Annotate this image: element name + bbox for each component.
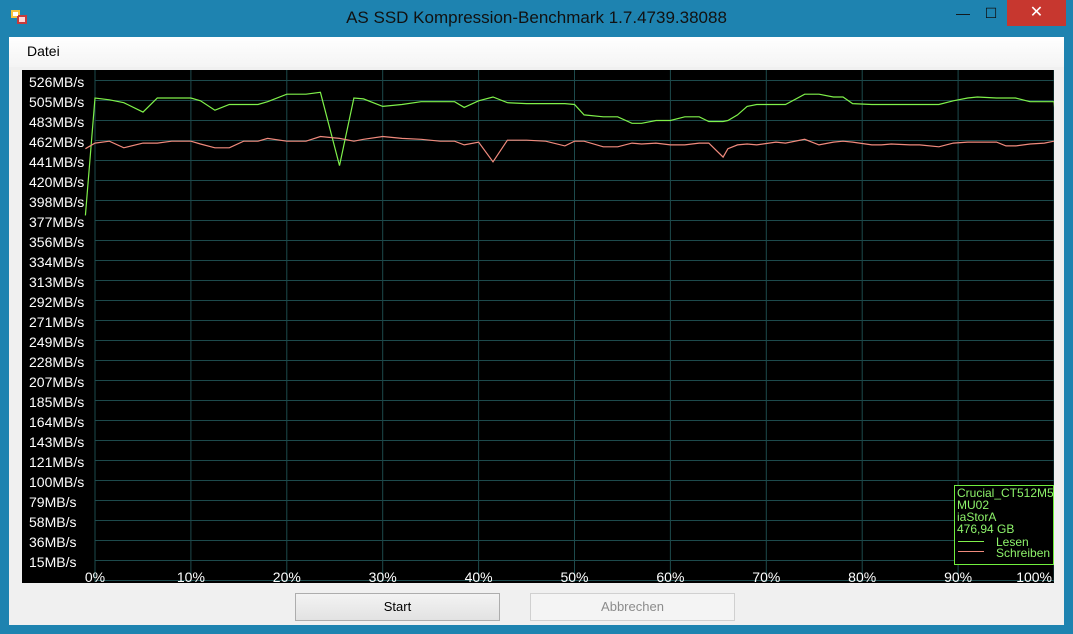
x-tick-label: 80% — [848, 569, 876, 583]
y-tick-label: 398MB/s — [29, 194, 84, 210]
legend-capacity: 476,94 GB — [957, 522, 1015, 536]
legend-firmware: MU02 — [957, 498, 990, 512]
x-tick-label: 70% — [752, 569, 780, 583]
x-tick-label: 40% — [465, 569, 493, 583]
y-tick-label: 334MB/s — [29, 254, 84, 270]
y-tick-label: 420MB/s — [29, 174, 84, 190]
y-tick-label: 143MB/s — [29, 434, 84, 450]
legend-driver: iaStorA — [957, 510, 997, 524]
x-tick-label: 10% — [177, 569, 205, 583]
x-tick-label: 50% — [560, 569, 588, 583]
title-bar[interactable]: AS SSD Kompression-Benchmark 1.7.4739.38… — [0, 0, 1073, 36]
maximize-button[interactable]: ☐ — [984, 5, 998, 21]
y-tick-label: 462MB/s — [29, 134, 84, 150]
legend-write-swatch — [958, 551, 984, 552]
y-tick-label: 164MB/s — [29, 414, 84, 430]
menu-bar: Datei — [9, 37, 1064, 67]
window-title: AS SSD Kompression-Benchmark 1.7.4739.38… — [346, 8, 727, 27]
as-ssd-app-icon — [11, 10, 27, 24]
series-schreiben-line — [85, 135, 1054, 163]
y-tick-label: 121MB/s — [29, 454, 84, 470]
x-tick-label: 20% — [273, 569, 301, 583]
y-tick-label: 271MB/s — [29, 314, 84, 330]
y-tick-label: 526MB/s — [29, 74, 84, 90]
legend-device-name: Crucial_CT512M550SSD1 — [957, 486, 1054, 500]
cancel-button[interactable]: Abbrechen — [530, 593, 735, 621]
y-tick-label: 377MB/s — [29, 214, 84, 230]
y-tick-label: 185MB/s — [29, 394, 84, 410]
legend-read-swatch — [958, 541, 984, 542]
y-tick-label: 483MB/s — [29, 114, 84, 130]
benchmark-chart: 526MB/s 505MB/s 483MB/s 462MB/s 441MB/s 420MB… — [22, 70, 1054, 583]
series-lesen-line — [84, 91, 1054, 216]
y-tick-label: 313MB/s — [29, 274, 84, 290]
y-tick-label: 15MB/s — [29, 554, 76, 570]
y-tick-label: 58MB/s — [29, 514, 76, 530]
y-tick-label: 207MB/s — [29, 374, 84, 390]
x-tick-label: 60% — [656, 569, 684, 583]
y-tick-label: 100MB/s — [29, 474, 84, 490]
chart-canvas: 526MB/s 505MB/s 483MB/s 462MB/s 441MB/s 420MB… — [29, 70, 1054, 583]
menu-item-datei[interactable]: Datei — [27, 43, 60, 59]
chart-legend: Crucial_CT512M550SSD1 MU02 iaStorA 476,9… — [954, 485, 1054, 565]
x-tick-label: 90% — [944, 569, 972, 583]
client-area: Datei 526MB/s 505MB/s 483MB/s 462MB/s 441MB/… — [9, 37, 1064, 625]
minimize-button[interactable]: — — [956, 5, 970, 21]
y-tick-label: 441MB/s — [29, 154, 84, 170]
legend-write-label: Schreiben — [996, 546, 1051, 560]
y-tick-label: 79MB/s — [29, 494, 76, 510]
y-tick-label: 228MB/s — [29, 354, 84, 370]
legend-read-label: Lesen — [996, 535, 1029, 549]
y-tick-label: 249MB/s — [29, 334, 84, 350]
start-button[interactable]: Start — [295, 593, 500, 621]
close-button[interactable]: ✕ — [1007, 0, 1066, 26]
x-tick-label: 0% — [85, 569, 105, 583]
x-tick-label: 30% — [369, 569, 397, 583]
y-tick-label: 292MB/s — [29, 294, 84, 310]
y-tick-label: 505MB/s — [29, 94, 84, 110]
y-tick-label: 356MB/s — [29, 234, 84, 250]
x-tick-label: 100% — [1016, 569, 1052, 583]
y-tick-label: 36MB/s — [29, 534, 76, 550]
